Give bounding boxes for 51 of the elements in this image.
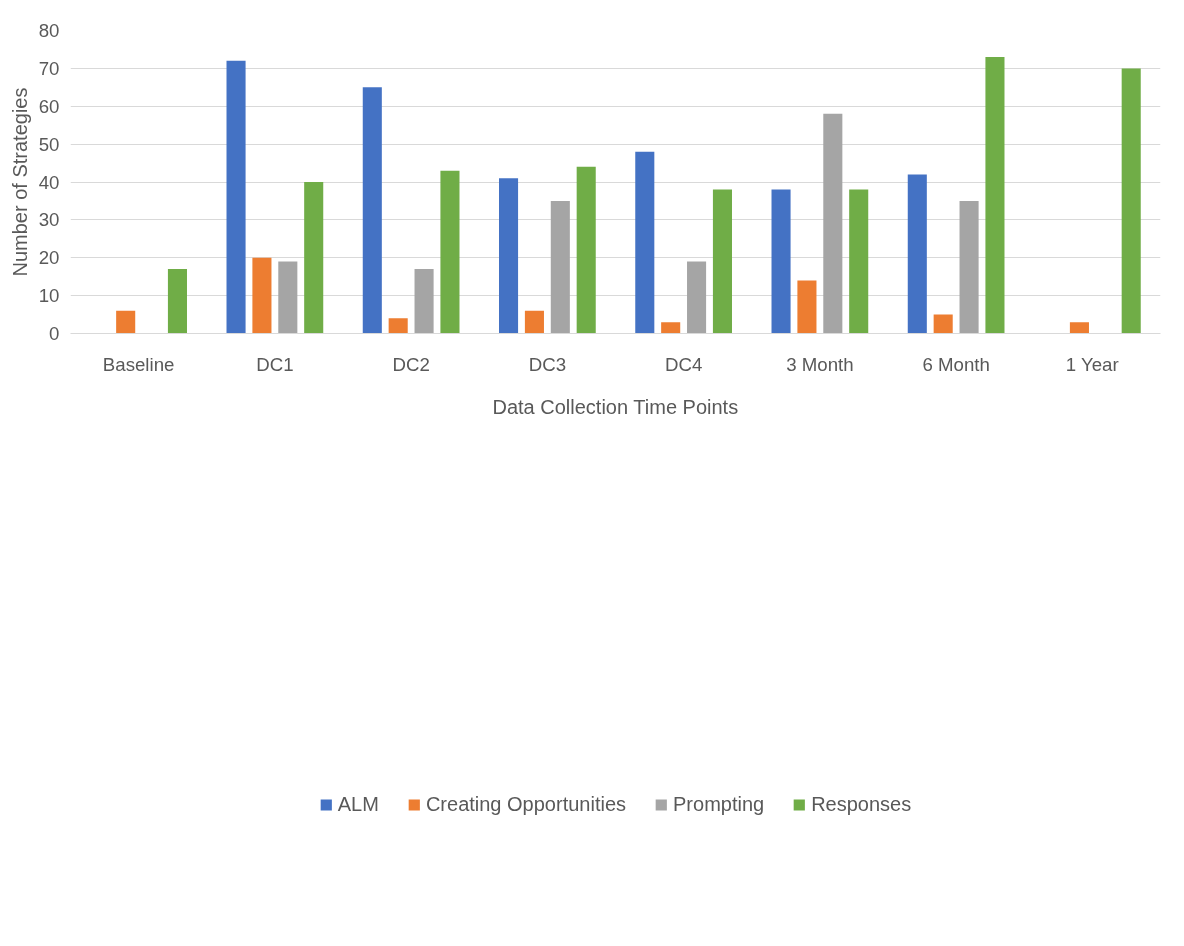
bar <box>985 57 1005 334</box>
x-tick-label: 3 Month <box>786 353 854 375</box>
bar <box>907 174 927 334</box>
x-tick-label: 6 Month <box>922 353 990 375</box>
x-axis-title: Data Collection Time Points <box>492 395 739 418</box>
x-tick-label: DC2 <box>392 353 430 375</box>
x-tick-label: DC1 <box>256 353 294 375</box>
y-tick-label: 50 <box>38 133 60 155</box>
y-axis-title: Number of Strategies <box>8 87 31 277</box>
legend-label: Prompting <box>673 792 765 816</box>
bar <box>440 170 460 334</box>
bar <box>499 178 519 334</box>
bar <box>1069 322 1089 334</box>
legend-label: Creating Opportunities <box>425 792 627 816</box>
bar <box>278 261 298 334</box>
y-tick-label: 80 <box>38 20 60 41</box>
y-tick-label: 60 <box>38 95 60 117</box>
bar <box>849 189 869 334</box>
bar <box>388 318 408 334</box>
bar <box>304 182 324 334</box>
y-tick-label: 10 <box>38 285 60 307</box>
bar <box>771 189 791 334</box>
bar <box>1121 68 1141 334</box>
y-tick-label: 70 <box>38 57 60 79</box>
y-tick-label: 40 <box>38 171 60 193</box>
bar <box>712 189 732 334</box>
legend-label: ALM <box>337 792 379 816</box>
y-tick-label: 0 <box>49 323 60 344</box>
bar <box>823 113 843 334</box>
x-tick-label: DC4 <box>664 353 703 375</box>
bar <box>933 314 953 334</box>
bar <box>414 269 434 334</box>
bar <box>226 60 246 334</box>
y-tick-label: 20 <box>38 247 60 269</box>
bar <box>252 257 272 334</box>
bar <box>550 200 570 334</box>
bar <box>576 166 596 334</box>
legend-label: Responses <box>811 792 912 816</box>
x-tick-label: Baseline <box>102 353 175 375</box>
x-tick-label: 1 Year <box>1065 353 1119 375</box>
bar <box>661 322 681 334</box>
y-tick-label: 30 <box>38 209 60 231</box>
x-tick-label: DC3 <box>528 353 567 375</box>
bar <box>524 310 544 334</box>
bar <box>362 87 382 334</box>
bar <box>116 310 136 334</box>
bar <box>959 200 979 334</box>
bar <box>797 280 817 334</box>
bar <box>167 269 187 334</box>
bar <box>635 151 655 334</box>
bar <box>687 261 707 334</box>
